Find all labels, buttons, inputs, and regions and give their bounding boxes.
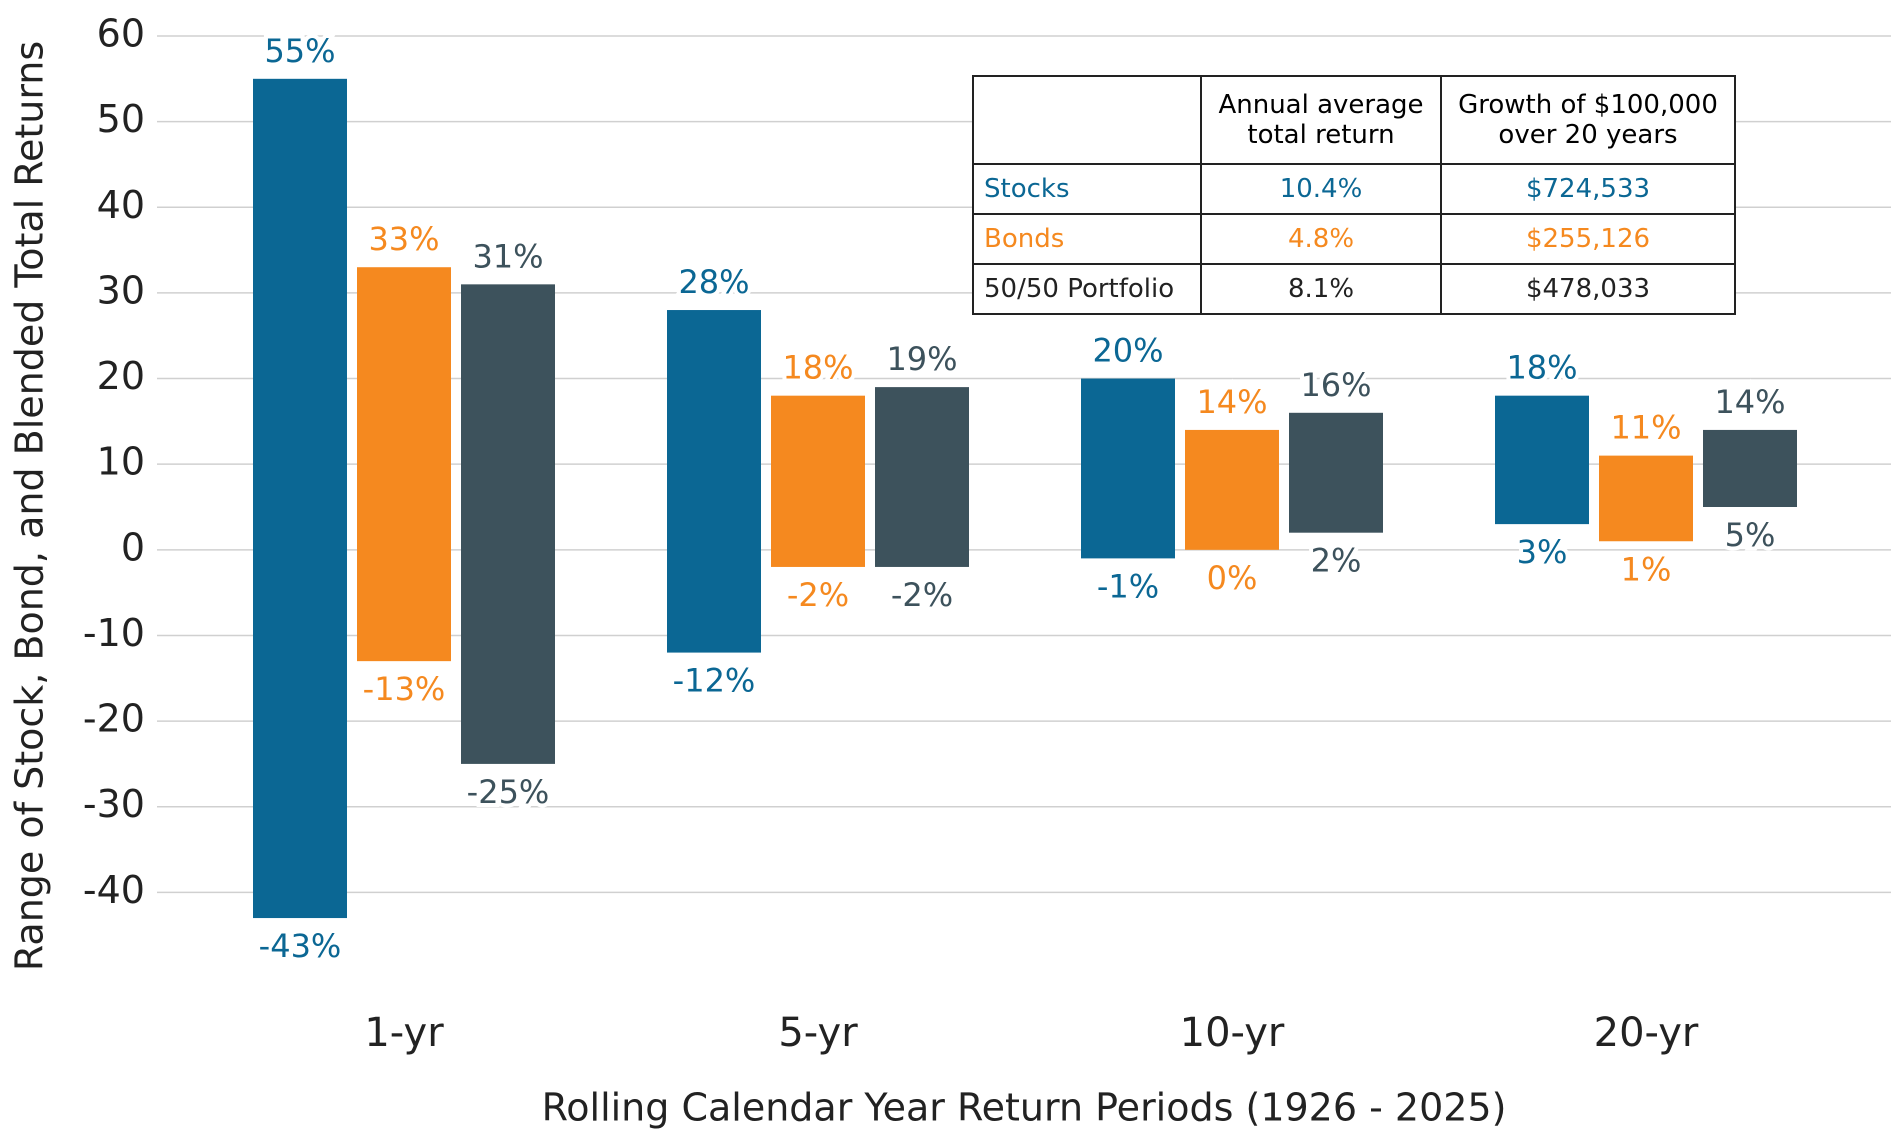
range-bar [253,78,347,919]
y-tick-label: 30 [97,268,145,312]
table-cell: Stocks [972,163,1202,215]
data-label: -25% [467,773,550,811]
table-header: Annual average total return Growth of $1… [972,75,1736,165]
data-label: 14% [1714,383,1785,421]
data-label: 14% [1196,383,1267,421]
range-bar [1599,455,1693,542]
y-tick-label: -20 [83,697,145,741]
data-label: -12% [673,662,756,700]
range-bar [1081,378,1175,559]
y-tick-label: 50 [97,97,145,141]
y-tick-label: 60 [97,12,145,56]
table-cell: 10.4% [1200,163,1442,215]
data-label: 19% [886,340,957,378]
y-tick-label: -30 [83,782,145,826]
table-cell: 8.1% [1200,263,1442,315]
range-bar [1703,429,1797,507]
data-label: 11% [1610,409,1681,447]
header-cell: Growth of $100,000 over 20 years [1440,75,1736,165]
summary-table: Annual average total return Growth of $1… [972,75,1736,315]
header-cell: Annual average total return [1200,75,1442,165]
table-row: 50/50 Portfolio 8.1% $478,033 [972,263,1736,315]
x-tick-label: 5-yr [778,1010,858,1056]
y-axis-title: Range of Stock, Bond, and Blended Total … [8,41,52,971]
table-cell: $724,533 [1440,163,1736,215]
range-bar [1289,412,1383,533]
x-tick-label: 1-yr [364,1010,444,1056]
range-bar [1495,395,1589,525]
y-tick-label: -10 [83,611,145,655]
table-row: Bonds 4.8% $255,126 [972,213,1736,265]
y-tick-label: -40 [83,868,145,912]
y-tick-label: 20 [97,354,145,398]
data-label: 3% [1517,533,1568,571]
y-tick-label: 10 [97,440,145,484]
data-label: -1% [1097,567,1159,605]
table-cell: Bonds [972,213,1202,265]
data-label: 16% [1300,366,1371,404]
table-cell: $255,126 [1440,213,1736,265]
data-label: -2% [891,576,953,614]
data-label: 31% [472,237,543,275]
data-label: 28% [678,263,749,301]
table-cell: 4.8% [1200,213,1442,265]
data-label: -2% [787,576,849,614]
x-axis-title: Rolling Calendar Year Return Periods (19… [542,1086,1507,1130]
y-tick-label: 0 [121,525,145,569]
range-bar [461,284,555,764]
data-label: 18% [782,349,853,387]
x-tick-label: 20-yr [1594,1010,1699,1056]
data-label: 33% [368,220,439,258]
table-row: Stocks 10.4% $724,533 [972,163,1736,215]
table-cell: 50/50 Portfolio [972,263,1202,315]
range-bar [357,267,451,662]
data-label: 5% [1725,516,1776,554]
range-bar [1185,429,1279,550]
data-label: 20% [1092,332,1163,370]
range-bar [875,387,969,567]
data-label: -13% [363,670,446,708]
data-label: 2% [1311,542,1362,580]
range-bar [771,395,865,567]
data-label: 0% [1207,559,1258,597]
data-label: 18% [1506,349,1577,387]
x-tick-label: 10-yr [1180,1010,1285,1056]
data-label: -43% [259,927,342,965]
data-label: 55% [264,32,335,70]
table-cell: $478,033 [1440,263,1736,315]
range-bar [667,310,761,653]
data-label: 1% [1621,550,1672,588]
corner-cell [972,75,1202,165]
y-tick-label: 40 [97,183,145,227]
